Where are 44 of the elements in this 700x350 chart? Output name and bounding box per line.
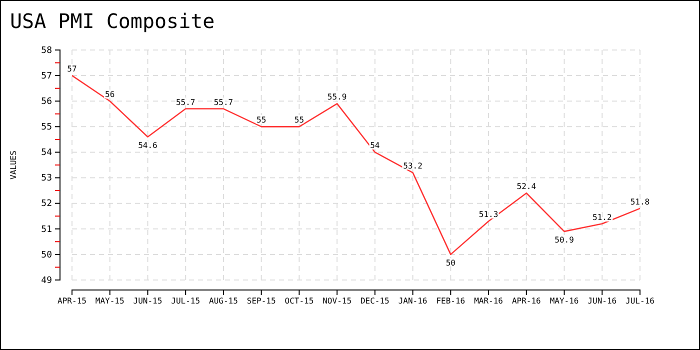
chart-title: USA PMI Composite [10, 9, 215, 33]
x-tick-label: FEB-16 [436, 296, 466, 306]
data-label: 50 [446, 258, 456, 268]
y-tick-label: 49 [41, 276, 52, 286]
data-label: 51.2 [592, 212, 612, 222]
y-tick-label: 56 [41, 96, 52, 107]
y-tick-label: 53 [41, 174, 52, 184]
y-tick-label: 51 [41, 224, 52, 235]
x-tick-label: APR-16 [512, 296, 542, 306]
data-label: 55.7 [176, 98, 196, 107]
data-label: 55.9 [327, 92, 347, 102]
y-axis-title: VALUES [9, 150, 18, 180]
data-label: 51.3 [478, 210, 498, 220]
x-tick-label: OCT-15 [284, 296, 314, 306]
data-label: 54.6 [138, 140, 158, 150]
x-tick-label: JUL-15 [171, 296, 200, 306]
y-tick-label: 55 [41, 122, 52, 133]
data-label: 55.7 [214, 98, 234, 107]
data-label: 53.2 [403, 162, 423, 171]
y-tick-label: 54 [41, 148, 52, 158]
y-tick-label: 50 [41, 250, 52, 260]
x-tick-label: APR-15 [58, 296, 87, 306]
x-tick-label: DEC-15 [360, 296, 390, 306]
data-label: 52.4 [516, 182, 536, 192]
x-tick-label: JUN-16 [588, 296, 617, 306]
data-label: 55 [256, 116, 266, 125]
x-tick-label: MAR-16 [474, 296, 504, 306]
data-label: 51.8 [630, 197, 650, 206]
y-tick-label: 58 [41, 46, 52, 56]
x-tick-label: JUN-15 [133, 296, 162, 306]
data-label: 55 [294, 116, 304, 125]
y-tick-label: 57 [41, 71, 52, 82]
x-tick-label: MAY-16 [550, 296, 579, 306]
y-tick-label: 52 [41, 199, 52, 210]
data-label: 50.9 [554, 235, 574, 244]
x-tick-label: NOV-15 [322, 296, 352, 306]
x-tick-label: SEP-15 [246, 296, 276, 306]
x-tick-label: JUL-16 [626, 296, 655, 306]
x-tick-label: MAY-15 [95, 296, 124, 306]
x-tick-label: JAN-16 [398, 296, 428, 306]
data-label: 54 [370, 141, 380, 150]
x-tick-label: AUG-15 [209, 296, 238, 306]
data-label: 56 [105, 90, 115, 100]
data-label: 57 [67, 64, 77, 74]
